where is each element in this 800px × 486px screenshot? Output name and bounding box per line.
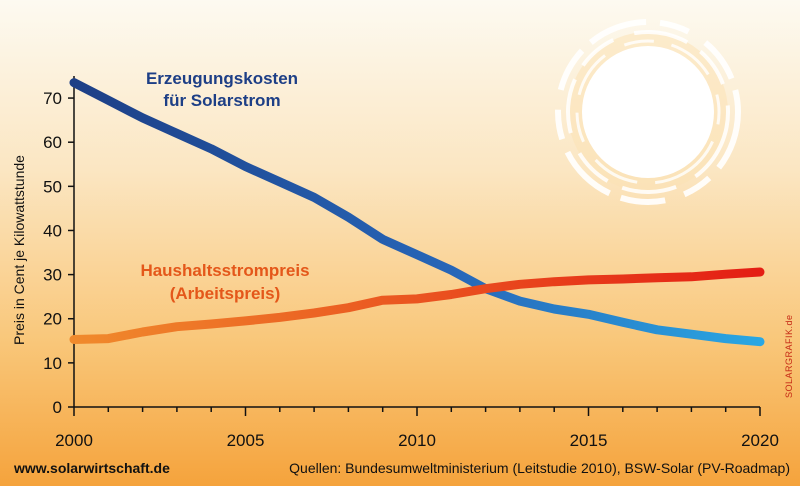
series-label-solar-line1: Erzeugungskosten bbox=[146, 69, 298, 88]
y-tick-label: 40 bbox=[43, 221, 62, 240]
series-label-solar-line2: für Solarstrom bbox=[163, 91, 280, 110]
y-tick-label: 60 bbox=[43, 133, 62, 152]
x-tick-label: 2000 bbox=[55, 431, 93, 450]
sources-text: Quellen: Bundesumweltministerium (Leitst… bbox=[289, 460, 790, 476]
website-link[interactable]: www.solarwirtschaft.de bbox=[14, 460, 170, 476]
sun-icon bbox=[555, 19, 741, 205]
x-tick-label: 2005 bbox=[227, 431, 265, 450]
series-line-solar-cost bbox=[69, 78, 765, 347]
y-tick-label: 50 bbox=[43, 177, 62, 196]
credit-label: SOLARGRAFIK.de bbox=[784, 314, 794, 398]
series-line-household-price bbox=[69, 267, 765, 344]
y-tick-label: 30 bbox=[43, 266, 62, 285]
x-tick-label: 2020 bbox=[741, 431, 779, 450]
y-tick-label: 0 bbox=[53, 398, 62, 417]
series-label-household-line2: (Arbeitspreis) bbox=[170, 284, 281, 303]
y-tick-label: 70 bbox=[43, 89, 62, 108]
y-tick-label: 10 bbox=[43, 354, 62, 373]
y-axis-label: Preis in Cent je Kilowattstunde bbox=[11, 155, 27, 345]
x-tick-label: 2010 bbox=[398, 431, 436, 450]
x-tick-label: 2015 bbox=[570, 431, 608, 450]
y-tick-label: 20 bbox=[43, 310, 62, 329]
series-label-household-line1: Haushaltsstrompreis bbox=[140, 261, 309, 280]
